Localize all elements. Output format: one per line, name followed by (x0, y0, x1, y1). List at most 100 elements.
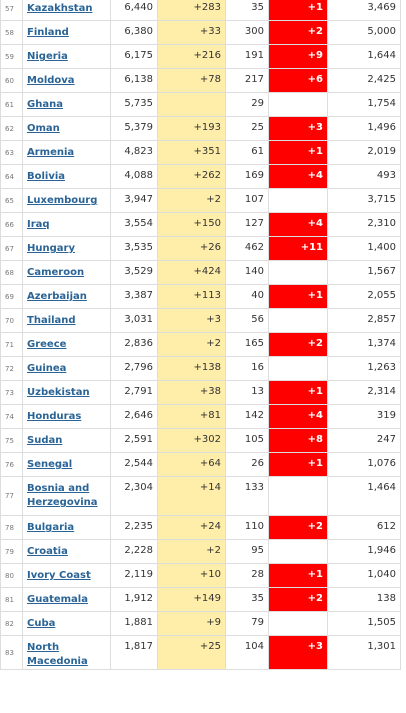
country-link[interactable]: Armenia (27, 147, 75, 158)
total-deaths-cell: 107 (225, 188, 269, 213)
country-link[interactable]: Guinea (27, 363, 67, 374)
new-cases-cell: +2 (157, 188, 226, 213)
total-recovered-cell: 612 (327, 515, 401, 540)
new-cases-cell: +38 (157, 380, 226, 405)
table-row: 70 Thailand 3,031 +3 56 2,857 (0, 308, 401, 333)
country-link[interactable]: Cuba (27, 618, 56, 629)
table-row: 72 Guinea 2,796 +138 16 1,263 (0, 356, 401, 381)
total-cases-cell: 2,544 (110, 452, 158, 477)
rank-cell: 75 (0, 428, 23, 453)
total-cases-cell: 5,735 (110, 92, 158, 117)
country-link[interactable]: Luxembourg (27, 195, 98, 206)
country-link[interactable]: Azerbaijan (27, 291, 87, 302)
total-cases-cell: 2,836 (110, 332, 158, 357)
new-cases-cell: +33 (157, 20, 226, 45)
total-deaths-cell: 61 (225, 140, 269, 165)
total-cases-cell: 6,138 (110, 68, 158, 93)
country-link[interactable]: Croatia (27, 546, 68, 557)
table-row: 63 Armenia 4,823 +351 61 +1 2,019 (0, 140, 401, 165)
country-link[interactable]: Ghana (27, 99, 63, 110)
rank-cell: 65 (0, 188, 23, 213)
new-deaths-cell: +6 (268, 68, 328, 93)
total-cases-cell: 2,796 (110, 356, 158, 381)
table-row: 74 Honduras 2,646 +81 142 +4 319 (0, 404, 401, 429)
total-cases-cell: 3,031 (110, 308, 158, 333)
total-recovered-cell: 319 (327, 404, 401, 429)
total-deaths-cell: 191 (225, 44, 269, 69)
total-recovered-cell: 1,374 (327, 332, 401, 357)
country-link[interactable]: Ivory Coast (27, 570, 91, 581)
rank-cell: 82 (0, 611, 23, 636)
country-link[interactable]: Finland (27, 27, 69, 38)
new-cases-cell: +64 (157, 452, 226, 477)
total-cases-cell: 3,387 (110, 284, 158, 309)
rank-cell: 80 (0, 563, 23, 588)
new-cases-cell: +9 (157, 611, 226, 636)
new-cases-cell: +81 (157, 404, 226, 429)
country-link[interactable]: Nigeria (27, 51, 68, 62)
total-cases-cell: 6,380 (110, 20, 158, 45)
rank-cell: 67 (0, 236, 23, 261)
table-row: 78 Bulgaria 2,235 +24 110 +2 612 (0, 515, 401, 540)
total-cases-cell: 2,591 (110, 428, 158, 453)
table-wrap: 57 Kazakhstan 6,440 +283 35 +1 3,469 58 Finland 6… (0, 0, 401, 670)
table-body: 57 Kazakhstan 6,440 +283 35 +1 3,469 58 Finland 6… (0, 0, 401, 670)
country-link[interactable]: Senegal (27, 459, 73, 470)
country-link[interactable]: Bosnia and Herzegovina (27, 483, 98, 508)
table-row: 67 Hungary 3,535 +26 462 +11 1,400 (0, 236, 401, 261)
rank-cell: 59 (0, 44, 23, 69)
total-cases-cell: 2,235 (110, 515, 158, 540)
country-link[interactable]: Bolivia (27, 171, 66, 182)
total-deaths-cell: 133 (225, 476, 269, 516)
total-recovered-cell: 3,469 (327, 0, 401, 21)
new-cases-cell: +10 (157, 563, 226, 588)
country-link[interactable]: Guatemala (27, 594, 88, 605)
country-cell: Ivory Coast (22, 563, 111, 588)
total-deaths-cell: 56 (225, 308, 269, 333)
country-link[interactable]: Bulgaria (27, 522, 75, 533)
table-row: 80 Ivory Coast 2,119 +10 28 +1 1,040 (0, 563, 401, 588)
new-cases-cell: +283 (157, 0, 226, 21)
country-link[interactable]: Iraq (27, 219, 50, 230)
total-deaths-cell: 13 (225, 380, 269, 405)
rank-cell: 58 (0, 20, 23, 45)
country-table: 57 Kazakhstan 6,440 +283 35 +1 3,469 58 Finland 6… (0, 0, 401, 670)
country-link[interactable]: Hungary (27, 243, 75, 254)
country-link[interactable]: Uzbekistan (27, 387, 90, 398)
total-deaths-cell: 105 (225, 428, 269, 453)
country-cell: Luxembourg (22, 188, 111, 213)
new-deaths-cell: +3 (268, 116, 328, 141)
rank-cell: 81 (0, 587, 23, 612)
rank-cell: 57 (0, 0, 23, 21)
country-link[interactable]: Cameroon (27, 267, 85, 278)
new-deaths-cell: +4 (268, 404, 328, 429)
table-row: 65 Luxembourg 3,947 +2 107 3,715 (0, 188, 401, 213)
total-recovered-cell: 1,464 (327, 476, 401, 516)
country-link[interactable]: Greece (27, 339, 67, 350)
rank-cell: 73 (0, 380, 23, 405)
rank-cell: 69 (0, 284, 23, 309)
total-deaths-cell: 300 (225, 20, 269, 45)
country-link[interactable]: Sudan (27, 435, 63, 446)
total-deaths-cell: 35 (225, 587, 269, 612)
country-link[interactable]: Oman (27, 123, 60, 134)
new-cases-cell: +138 (157, 356, 226, 381)
total-cases-cell: 1,881 (110, 611, 158, 636)
table-row: 59 Nigeria 6,175 +216 191 +9 1,644 (0, 44, 401, 69)
country-link[interactable]: Kazakhstan (27, 3, 93, 14)
country-cell: Finland (22, 20, 111, 45)
country-cell: Moldova (22, 68, 111, 93)
country-link[interactable]: Moldova (27, 75, 75, 86)
total-cases-cell: 4,823 (110, 140, 158, 165)
new-deaths-cell: +2 (268, 587, 328, 612)
total-deaths-cell: 16 (225, 356, 269, 381)
total-recovered-cell: 2,314 (327, 380, 401, 405)
country-link[interactable]: Honduras (27, 411, 82, 422)
country-link[interactable]: Thailand (27, 315, 76, 326)
rank-cell: 79 (0, 539, 23, 564)
new-cases-cell: +78 (157, 68, 226, 93)
country-link[interactable]: North Macedonia (27, 642, 88, 667)
new-deaths-cell (268, 260, 328, 285)
total-recovered-cell: 1,567 (327, 260, 401, 285)
